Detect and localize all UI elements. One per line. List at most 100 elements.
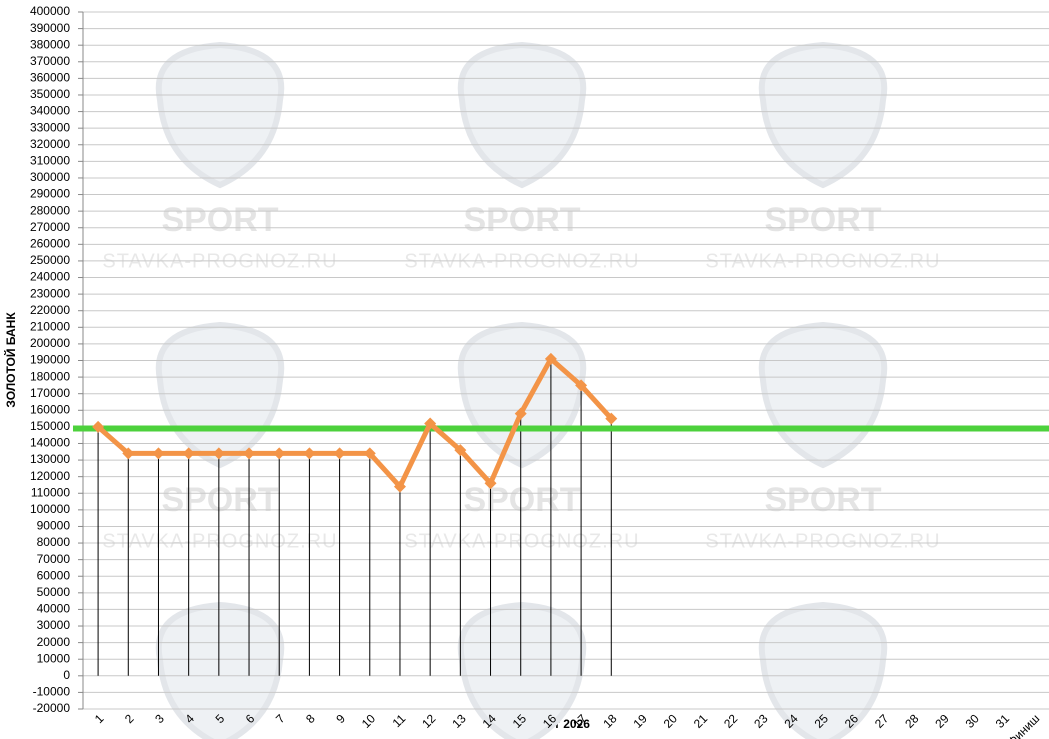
watermark-logo xyxy=(758,41,888,189)
y-tick-label: 160000 xyxy=(30,402,70,416)
y-tick-label: 400000 xyxy=(30,4,70,18)
y-tick-label: 340000 xyxy=(30,104,70,118)
x-tick-label: 3 xyxy=(152,711,167,726)
x-tick-label: 2 xyxy=(122,711,137,726)
x-tick-label: 31 xyxy=(993,711,1013,731)
x-tick-label: 10 xyxy=(359,711,379,731)
watermark-site: STAVKA-PROGNOZ.RU xyxy=(102,530,337,552)
x-tick-label: 1 xyxy=(92,711,107,726)
x-tick-label: 19 xyxy=(630,711,650,731)
y-tick-label: 90000 xyxy=(37,519,71,533)
x-tick-label: 21 xyxy=(691,711,711,731)
y-tick-label: 200000 xyxy=(30,336,70,350)
y-tick-label: 230000 xyxy=(30,286,70,300)
data-point xyxy=(273,447,286,460)
watermark-site: STAVKA-PROGNOZ.RU xyxy=(404,530,639,552)
data-point xyxy=(303,447,316,460)
y-tick-label: 60000 xyxy=(37,568,71,582)
y-tick-label: 380000 xyxy=(30,37,70,51)
watermark-brand: SPORT xyxy=(764,201,881,239)
y-tick-label: 130000 xyxy=(30,452,70,466)
watermark-logo xyxy=(457,41,587,189)
data-point xyxy=(393,480,406,493)
data-point xyxy=(454,444,467,457)
data-point xyxy=(212,447,225,460)
y-tick-label: 260000 xyxy=(30,237,70,251)
y-tick-label: 210000 xyxy=(30,319,70,333)
y-tick-label: 300000 xyxy=(30,170,70,184)
watermark-logo xyxy=(155,321,285,469)
y-axis-label: ЗОЛОТОЙ БАНК xyxy=(3,312,18,408)
watermark-logo xyxy=(758,321,888,469)
watermark-site: STAVKA-PROGNOZ.RU xyxy=(705,530,940,552)
y-tick-label: 110000 xyxy=(31,485,70,499)
y-tick-label: 190000 xyxy=(30,353,70,367)
y-tick-label: 390000 xyxy=(30,21,70,35)
data-point xyxy=(575,379,588,392)
x-tick-label: 28 xyxy=(902,711,922,731)
y-tick-label: 310000 xyxy=(30,154,70,168)
y-tick-label: 370000 xyxy=(30,54,70,68)
watermark-brand: SPORT xyxy=(161,481,278,519)
y-tick-label: 350000 xyxy=(30,87,70,101)
watermark-logo xyxy=(758,601,888,739)
watermark-brand: SPORT xyxy=(161,201,278,239)
y-tick-label: -20000 xyxy=(33,701,71,715)
y-tick-label: 250000 xyxy=(30,253,70,267)
data-point xyxy=(152,447,165,460)
data-point xyxy=(333,447,346,460)
y-tick-label: 120000 xyxy=(30,469,70,483)
y-tick-label: 220000 xyxy=(30,303,70,317)
watermark-brand: SPORT xyxy=(463,481,580,519)
y-tick-label: 360000 xyxy=(30,71,70,85)
y-tick-label: 0 xyxy=(63,668,70,682)
y-tick-label: 280000 xyxy=(30,203,70,217)
x-tick-label: 18 xyxy=(600,711,620,731)
y-tick-label: 10000 xyxy=(37,651,71,665)
x-tick-label: 20 xyxy=(661,711,681,731)
y-tick-label: 270000 xyxy=(30,220,70,234)
y-tick-label: 240000 xyxy=(30,270,70,284)
y-tick-label: -10000 xyxy=(33,685,71,699)
y-tick-label: 70000 xyxy=(37,552,71,566)
x-tick-label: 27 xyxy=(872,711,892,731)
x-tick-label: 11 xyxy=(390,711,409,730)
data-point xyxy=(92,420,105,433)
watermark-logo xyxy=(457,601,587,739)
x-tick-label: 9 xyxy=(333,711,348,726)
y-tick-label: 20000 xyxy=(37,635,71,649)
watermark-brand: SPORT xyxy=(463,201,580,239)
x-tick-label: 12 xyxy=(419,711,439,731)
y-tick-label: 290000 xyxy=(30,187,70,201)
data-point xyxy=(182,447,195,460)
data-point xyxy=(424,417,437,430)
y-tick-label: 100000 xyxy=(30,502,70,516)
y-tick-label: 50000 xyxy=(37,585,71,599)
watermark-brand: SPORT xyxy=(764,481,881,519)
x-tick-label: 8 xyxy=(303,711,318,726)
x-tick-label: 29 xyxy=(932,711,952,731)
x-tick-label: 23 xyxy=(751,711,771,731)
x-tick-label: 13 xyxy=(449,711,469,731)
data-point xyxy=(484,477,497,490)
data-point xyxy=(544,352,557,365)
y-tick-label: 330000 xyxy=(30,120,70,134)
y-tick-label: 80000 xyxy=(37,535,71,549)
y-tick-label: 140000 xyxy=(30,436,70,450)
data-point xyxy=(122,447,135,460)
data-point xyxy=(243,447,256,460)
watermark-logo xyxy=(155,41,285,189)
x-tick-label: 7 xyxy=(273,711,288,726)
y-tick-label: 170000 xyxy=(30,386,70,400)
y-tick-label: 320000 xyxy=(30,137,70,151)
y-tick-label: 30000 xyxy=(37,618,71,632)
y-tick-label: 40000 xyxy=(37,602,71,616)
data-point xyxy=(363,447,376,460)
data-point xyxy=(605,412,618,425)
x-tick-label: 30 xyxy=(963,711,983,731)
y-tick-label: 150000 xyxy=(30,419,70,433)
watermark-logo xyxy=(155,601,285,739)
watermark-logo xyxy=(457,321,587,469)
x-tick-label: Финиш xyxy=(1005,711,1042,739)
